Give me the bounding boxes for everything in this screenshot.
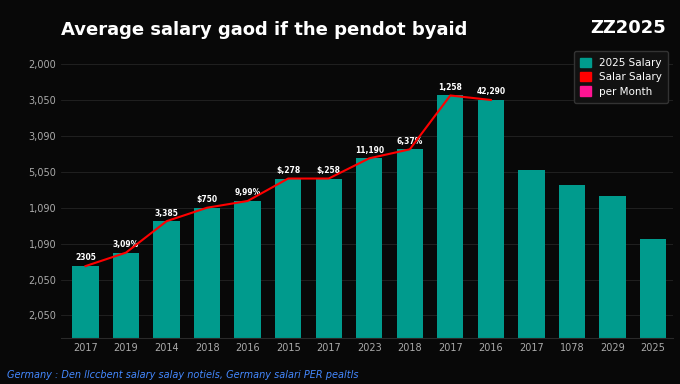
Text: 3,385: 3,385 (154, 209, 179, 218)
Bar (113, 253, 139, 383)
Bar (316, 179, 342, 383)
Text: 3,09%: 3,09% (113, 240, 139, 249)
Bar (559, 185, 585, 383)
Bar (396, 149, 423, 383)
Bar (437, 96, 464, 383)
Text: Average salary gaod if the pendot byaid: Average salary gaod if the pendot byaid (61, 21, 468, 39)
Text: ZZ2025: ZZ2025 (591, 19, 666, 37)
Bar (72, 266, 99, 383)
Bar (194, 208, 220, 383)
Legend: 2025 Salary, Salar Salary, per Month: 2025 Salary, Salar Salary, per Month (574, 51, 668, 103)
Bar (356, 158, 382, 383)
Text: 9,99%: 9,99% (235, 189, 260, 197)
Bar (518, 170, 545, 383)
Bar (235, 201, 261, 383)
Text: Germany : Den llccbent salary salay notiels, Germany salari PER pealtls: Germany : Den llccbent salary salay noti… (7, 370, 358, 380)
Text: 11,190: 11,190 (355, 146, 384, 155)
Bar (599, 197, 626, 383)
Bar (275, 179, 301, 383)
Bar (154, 221, 180, 383)
Text: 2305: 2305 (75, 253, 96, 263)
Text: 6,37%: 6,37% (396, 137, 423, 146)
Text: $,258: $,258 (317, 166, 341, 175)
Text: 42,290: 42,290 (476, 88, 505, 96)
Bar (477, 100, 504, 383)
Text: $750: $750 (197, 195, 218, 204)
Bar (640, 239, 666, 383)
Text: 1,258: 1,258 (439, 83, 462, 92)
Text: $,278: $,278 (276, 166, 301, 175)
